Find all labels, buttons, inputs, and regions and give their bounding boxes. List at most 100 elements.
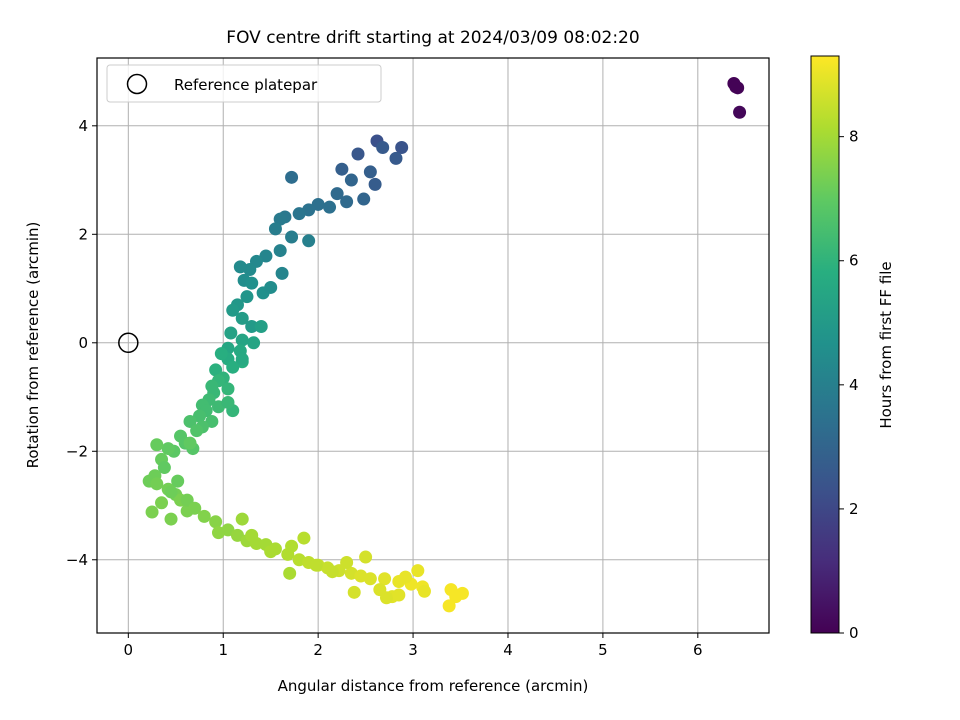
data-point	[190, 424, 204, 438]
data-point	[233, 260, 247, 274]
data-point	[245, 528, 259, 542]
y-tick-label: 0	[78, 334, 88, 352]
data-point	[164, 512, 178, 526]
reference-marker	[118, 332, 139, 354]
data-point	[359, 550, 373, 564]
data-point	[729, 80, 743, 94]
data-point	[340, 195, 354, 209]
data-point	[376, 141, 390, 155]
data-point	[442, 599, 456, 613]
data-point	[297, 531, 311, 545]
data-point	[311, 197, 325, 211]
y-tick-label: −4	[66, 551, 88, 569]
data-point	[335, 162, 349, 176]
y-axis-label: Rotation from reference (arcmin)	[24, 222, 42, 469]
data-point	[417, 584, 431, 598]
data-point	[351, 147, 365, 161]
data-point	[285, 539, 299, 553]
data-point	[273, 212, 287, 226]
data-point	[411, 564, 425, 578]
data-point	[205, 414, 219, 428]
data-point	[221, 395, 235, 409]
legend: Reference platepar	[106, 64, 382, 103]
data-point	[226, 360, 240, 374]
data-point	[240, 290, 254, 304]
data-point	[180, 493, 194, 507]
data-point	[285, 170, 299, 184]
data-point	[235, 333, 249, 347]
data-point	[264, 280, 278, 294]
data-point	[247, 336, 261, 350]
data-point	[357, 192, 371, 206]
data-point	[245, 320, 259, 334]
data-point	[449, 590, 463, 604]
data-point	[302, 234, 316, 248]
chart-title: FOV centre drift starting at 2024/03/09 …	[226, 28, 639, 48]
x-tick-label: 1	[218, 641, 228, 659]
data-point	[209, 363, 223, 377]
data-point	[197, 509, 211, 523]
colorbar-tick-label: 0	[849, 624, 859, 642]
y-tick-label: 4	[78, 117, 88, 135]
colorbar-tick-label: 6	[849, 252, 859, 270]
data-point	[325, 565, 339, 579]
colorbar-gradient	[810, 55, 840, 634]
data-point	[323, 200, 337, 214]
data-point	[221, 382, 235, 396]
data-point	[211, 526, 225, 540]
data-point	[193, 409, 207, 423]
data-point	[254, 320, 268, 334]
data-point	[392, 588, 406, 602]
y-tick-label: −2	[66, 442, 88, 460]
x-tick-label: 4	[503, 641, 513, 659]
data-point	[368, 177, 382, 191]
data-point	[164, 485, 178, 499]
data-point	[157, 461, 171, 475]
data-point	[273, 244, 287, 258]
x-tick-label: 6	[693, 641, 703, 659]
data-point	[347, 585, 361, 599]
data-point	[379, 591, 393, 605]
data-point	[161, 442, 175, 456]
data-point	[268, 222, 282, 236]
legend-box	[106, 64, 382, 103]
data-points	[142, 76, 747, 613]
data-point	[188, 501, 202, 515]
data-point	[259, 249, 273, 263]
data-point	[398, 570, 412, 584]
data-point	[389, 151, 403, 165]
colorbar-tick-label: 8	[849, 128, 859, 146]
data-point	[235, 352, 249, 366]
data-point	[150, 477, 164, 491]
x-tick-label: 3	[408, 641, 418, 659]
x-tick-label: 5	[598, 641, 608, 659]
data-point	[264, 545, 278, 559]
colorbar-ticks: 0 2 4 6 8	[839, 128, 859, 642]
legend-marker	[126, 73, 148, 95]
legend-entry: Reference platepar	[174, 76, 318, 94]
data-point	[395, 141, 409, 155]
data-point	[209, 515, 223, 529]
colorbar: 0 2 4 6 8 Hours from first FF file	[810, 55, 895, 642]
data-point	[235, 311, 249, 325]
data-point	[363, 572, 377, 586]
data-point	[245, 276, 259, 290]
x-tick-label: 2	[313, 641, 323, 659]
data-point	[330, 187, 344, 201]
data-point	[155, 496, 169, 510]
y-tick-label: 2	[78, 225, 88, 243]
data-point	[226, 303, 240, 317]
x-tick-label: 0	[124, 641, 134, 659]
data-point	[224, 326, 238, 340]
data-point	[292, 207, 306, 221]
colorbar-tick-label: 4	[849, 376, 859, 394]
colorbar-label: Hours from first FF file	[877, 261, 895, 428]
x-axis-ticks: 0 1 2 3 4 5 6	[124, 633, 703, 659]
data-point	[733, 105, 747, 119]
data-point	[285, 230, 299, 244]
data-point	[363, 165, 377, 179]
data-point	[235, 512, 249, 526]
data-point	[214, 347, 228, 361]
grid-lines	[97, 58, 769, 633]
